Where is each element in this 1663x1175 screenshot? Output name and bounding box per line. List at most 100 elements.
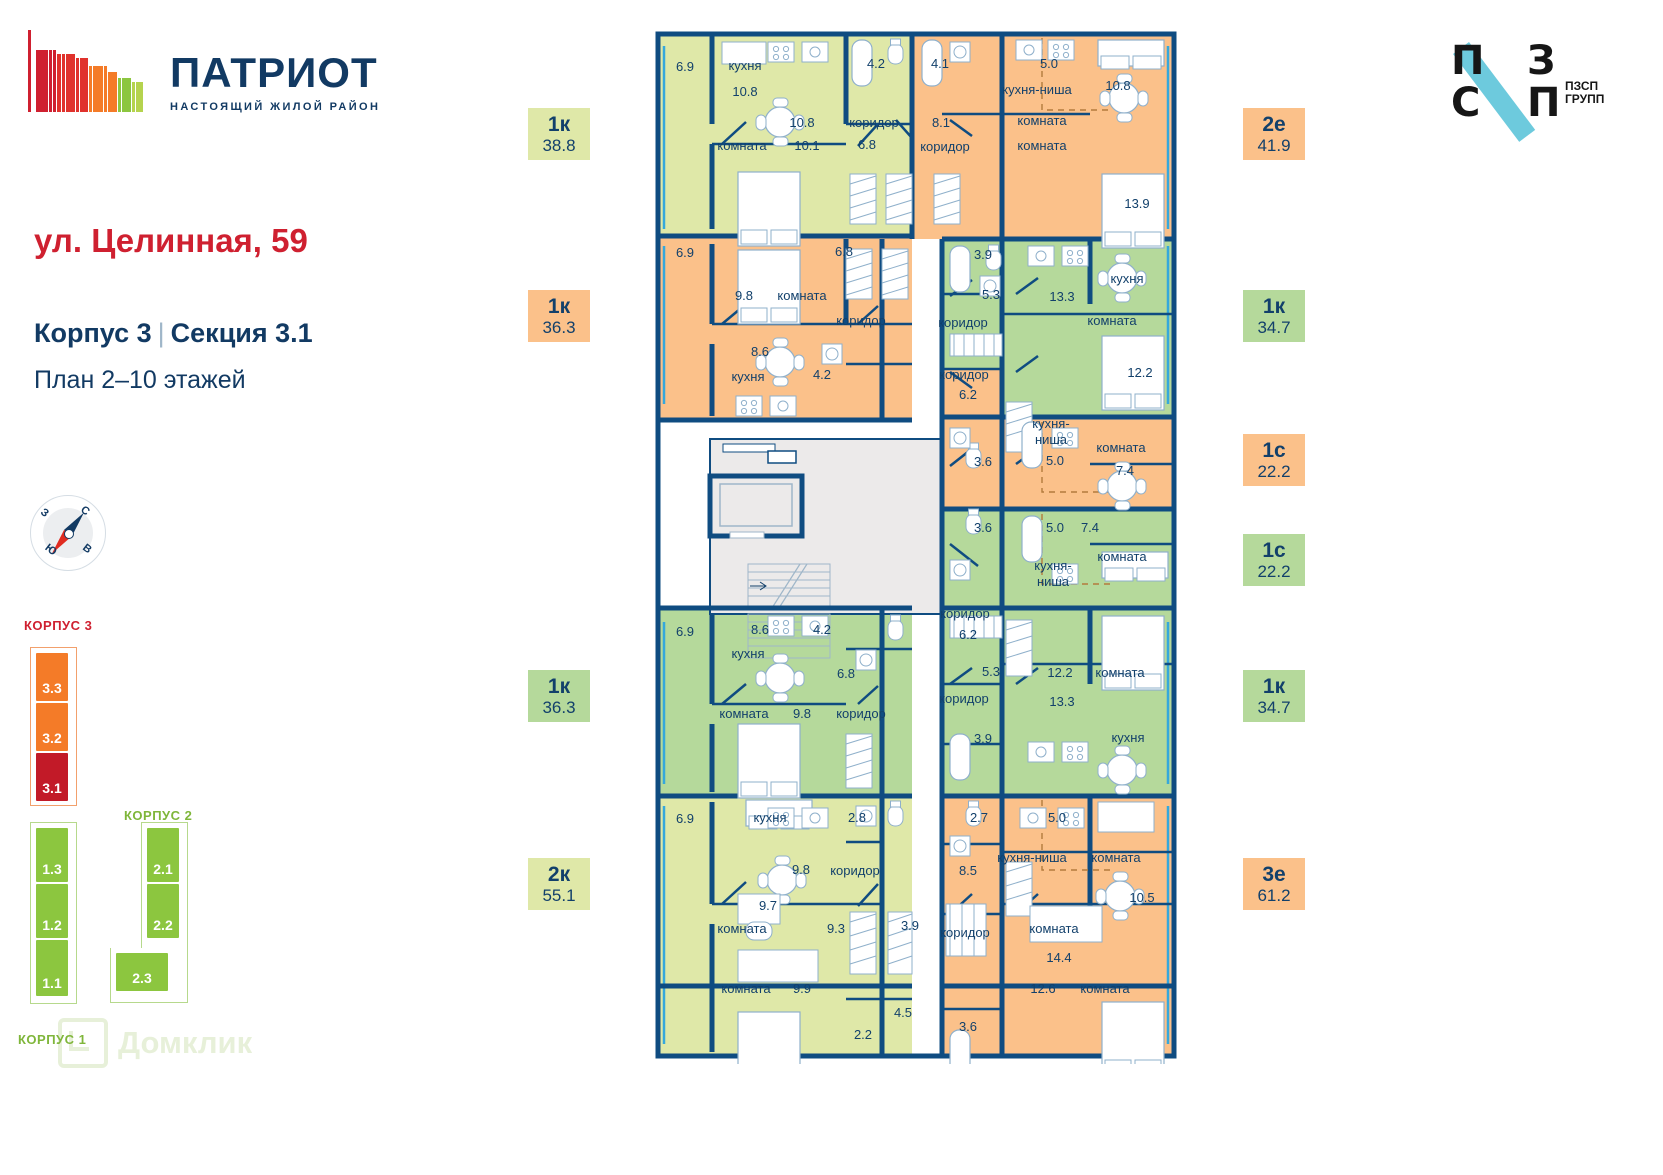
room-label: 2.8 [848, 810, 866, 825]
apartment-badge-2е-41.9[interactable]: 2е 41.9 [1243, 108, 1305, 160]
plan-furniture [721, 38, 1169, 1064]
block-1-1[interactable]: 1.1 [36, 940, 68, 996]
apartment-badge-1к-38.8[interactable]: 1к 38.8 [528, 108, 590, 160]
block-2-3[interactable]: 2.3 [116, 953, 168, 991]
apartment-badge-1к-36.3[interactable]: 1к 36.3 [528, 290, 590, 342]
room-label: 10.5 [1129, 890, 1154, 905]
room-label: 9.7 [759, 898, 777, 913]
apartment-badge-2к-55.1[interactable]: 2к 55.1 [528, 858, 590, 910]
room-label: коридор [939, 691, 989, 706]
room-label: 4.2 [813, 622, 831, 637]
room-label: 8.6 [751, 344, 769, 359]
badge-type-label: 1с [1262, 438, 1286, 462]
room-label: 4.5 [894, 1005, 912, 1020]
room-label: 12.2 [1047, 665, 1072, 680]
block-1-3-label: 1.3 [42, 861, 62, 877]
room-label: 2.7 [970, 810, 988, 825]
room-label: 5.0 [1040, 56, 1058, 71]
apartment-badge-1к-34.7[interactable]: 1к 34.7 [1243, 290, 1305, 342]
room-label: 12.6 [1030, 981, 1055, 996]
block-3-3[interactable]: 3.3 [36, 653, 68, 701]
block-1-3[interactable]: 1.3 [36, 828, 68, 882]
block-2-1-label: 2.1 [153, 861, 173, 877]
room-label: кухня [1110, 271, 1143, 286]
room-label: ниша [1035, 432, 1068, 447]
room-label: 6.8 [837, 666, 855, 681]
room-label: 3.6 [959, 1019, 977, 1034]
room-label: 5.0 [1048, 810, 1066, 825]
room-label: кухня [753, 810, 786, 825]
block-2-2[interactable]: 2.2 [147, 884, 179, 938]
badge-area-label: 34.7 [1257, 697, 1291, 717]
room-label: комната [717, 921, 767, 936]
apartment-badge-1с-22.2[interactable]: 1с 22.2 [1243, 534, 1305, 586]
room-label: 4.1 [931, 56, 949, 71]
room-label: 3.9 [974, 731, 992, 746]
room-label: кухня-ниша [1002, 82, 1072, 97]
room-label: 5.3 [982, 287, 1000, 302]
block-3-3-label: 3.3 [42, 680, 62, 696]
room-label-group: 6.9 кухня 10.8 10.8 комната 10.1 4.2 коридор 6.8… [676, 56, 1155, 1042]
room-label: 3.6 [974, 454, 992, 469]
domclick-watermark-text: Домклик [118, 1025, 253, 1060]
domclick-watermark: Домклик [58, 1018, 252, 1068]
block-3-2-label: 3.2 [42, 730, 62, 746]
room-label: ниша [1037, 574, 1070, 589]
room-label: 8.5 [959, 863, 977, 878]
block-2-1[interactable]: 2.1 [147, 828, 179, 882]
room-label: 6.2 [959, 627, 977, 642]
room-label: 2.2 [854, 1027, 872, 1042]
block-1-1-label: 1.1 [42, 975, 62, 991]
block-3-2[interactable]: 3.2 [36, 703, 68, 751]
building-section-heading: Корпус 3 | Секция 3.1 [34, 318, 313, 348]
block-3-1[interactable]: 3.1 [36, 753, 68, 801]
block-3-1-label: 3.1 [42, 780, 62, 796]
room-label: комната [719, 706, 769, 721]
badge-type-label: 1к [547, 294, 571, 318]
apartment-badge-1с-22.2[interactable]: 1с 22.2 [1243, 434, 1305, 486]
room-label: 7.4 [1081, 520, 1099, 535]
room-label: коридор [836, 706, 886, 721]
room-label: 9.8 [735, 288, 753, 303]
room-label: кухня [728, 58, 761, 73]
room-label: 10.8 [732, 84, 757, 99]
apartment-badge-1к-36.3[interactable]: 1к 36.3 [528, 670, 590, 722]
building-label: Корпус 3 [34, 318, 152, 348]
room-label: 13.3 [1049, 289, 1074, 304]
room-label: кухня-ниша [997, 850, 1067, 865]
apartment-badge-1к-34.7[interactable]: 1к 34.7 [1243, 670, 1305, 722]
room-label: коридор [920, 139, 970, 154]
badge-type-label: 2е [1262, 112, 1286, 136]
room-label: 5.0 [1046, 453, 1064, 468]
plan-walls [655, 31, 1177, 1059]
room-label: кухня- [1032, 416, 1069, 431]
room-label: 9.8 [792, 862, 810, 877]
apartment-badge-3е-61.2[interactable]: 3е 61.2 [1243, 858, 1305, 910]
room-label: 7.4 [1116, 463, 1134, 478]
room-label: 14.4 [1046, 950, 1071, 965]
room-label: 3.9 [901, 918, 919, 933]
room-label: коридор [849, 115, 899, 130]
room-label: комната [777, 288, 827, 303]
floor-plan-svg[interactable]: 6.9 кухня 10.8 10.8 комната 10.1 4.2 коридор 6.8… [650, 24, 1180, 1064]
room-label: 8.1 [932, 115, 950, 130]
room-label: 3.9 [974, 247, 992, 262]
pzsp-caption-line2: ГРУПП [1565, 92, 1605, 107]
room-label: 9.8 [793, 706, 811, 721]
room-label: 12.2 [1127, 365, 1152, 380]
room-label: комната [1017, 113, 1067, 128]
room-label: коридор [940, 606, 990, 621]
room-label: 10.1 [794, 138, 819, 153]
block-2-2-label: 2.2 [153, 917, 173, 933]
page-title-address: ул. Целинная, 59 [34, 222, 308, 259]
floor-plan[interactable]: 6.9 кухня 10.8 10.8 комната 10.1 4.2 коридор 6.8… [650, 24, 1180, 1064]
left-info-panel: ПАТРИОТ НАСТОЯЩИЙ ЖИЛОЙ РАЙОН ул. Целинн… [0, 0, 500, 1175]
room-label: комната [1029, 921, 1079, 936]
block-1-2[interactable]: 1.2 [36, 884, 68, 938]
room-label: кухня [731, 646, 764, 661]
room-label: комната [1097, 549, 1147, 564]
badge-area-label: 36.3 [542, 697, 576, 717]
room-label: 6.8 [835, 244, 853, 259]
brand-name: ПАТРИОТ [170, 49, 378, 96]
room-label: 5.0 [1046, 520, 1064, 535]
